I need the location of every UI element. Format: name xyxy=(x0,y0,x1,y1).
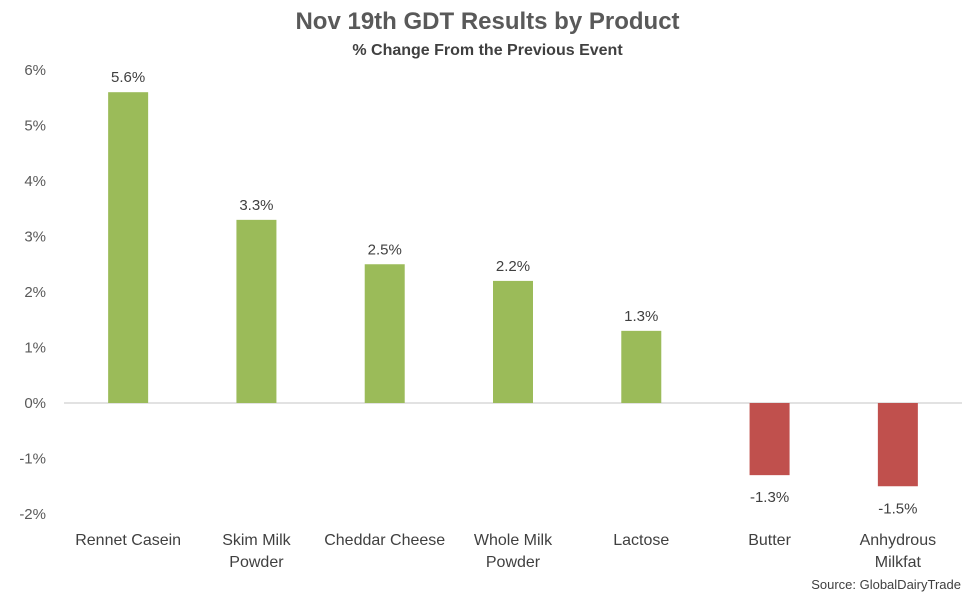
bar xyxy=(877,403,918,487)
x-category-label-line: Anhydrous xyxy=(860,532,937,549)
y-tick-label: 2% xyxy=(24,284,46,301)
data-label: 2.5% xyxy=(368,241,402,258)
bar xyxy=(749,403,790,476)
y-tick-label: -2% xyxy=(19,506,46,523)
y-tick-label: 0% xyxy=(24,395,46,412)
x-category-label-line: Cheddar Cheese xyxy=(324,532,445,549)
data-label: 2.2% xyxy=(496,258,530,275)
x-category-label: Anhydrous Milkfat xyxy=(860,532,937,571)
x-category-label-line: Milkfat xyxy=(875,554,922,571)
chart-subtitle: % Change From the Previous Event xyxy=(352,42,623,59)
x-category-label: Skim Milk Powder xyxy=(222,532,291,571)
chart-source: Source: GlobalDairyTrade xyxy=(811,577,961,592)
data-label: 5.6% xyxy=(111,69,145,86)
x-category-label-line: Powder xyxy=(229,554,284,571)
bar xyxy=(108,92,149,403)
y-tick-label: 1% xyxy=(24,340,46,357)
bar xyxy=(493,280,533,403)
data-label: -1.3% xyxy=(750,489,789,506)
y-tick-label: 5% xyxy=(24,118,46,135)
x-category-label-line: Whole Milk xyxy=(474,532,553,549)
y-tick-label: 3% xyxy=(24,229,46,246)
bar xyxy=(621,330,662,403)
x-category-label-line: Powder xyxy=(486,554,541,571)
x-category-label-line: Rennet Casein xyxy=(75,532,181,549)
y-tick-label: 6% xyxy=(24,62,46,79)
x-category-label: Rennet Casein xyxy=(75,532,181,549)
data-label: -1.5% xyxy=(878,500,917,517)
data-label: 1.3% xyxy=(624,308,658,325)
x-category-label: Lactose xyxy=(613,532,669,549)
chart-title: Nov 19th GDT Results by Product xyxy=(295,8,680,35)
bar xyxy=(236,219,277,403)
x-category-label-line: Butter xyxy=(748,532,791,549)
bar xyxy=(364,264,405,403)
y-tick-label: 4% xyxy=(24,173,46,190)
x-category-label-line: Skim Milk xyxy=(222,532,291,549)
x-category-label: Butter xyxy=(748,532,791,549)
x-category-label: Cheddar Cheese xyxy=(324,532,445,549)
data-label: 3.3% xyxy=(239,197,273,214)
x-category-label-line: Lactose xyxy=(613,532,669,549)
x-category-label: Whole Milk Powder xyxy=(474,532,553,571)
y-tick-label: -1% xyxy=(19,451,46,468)
